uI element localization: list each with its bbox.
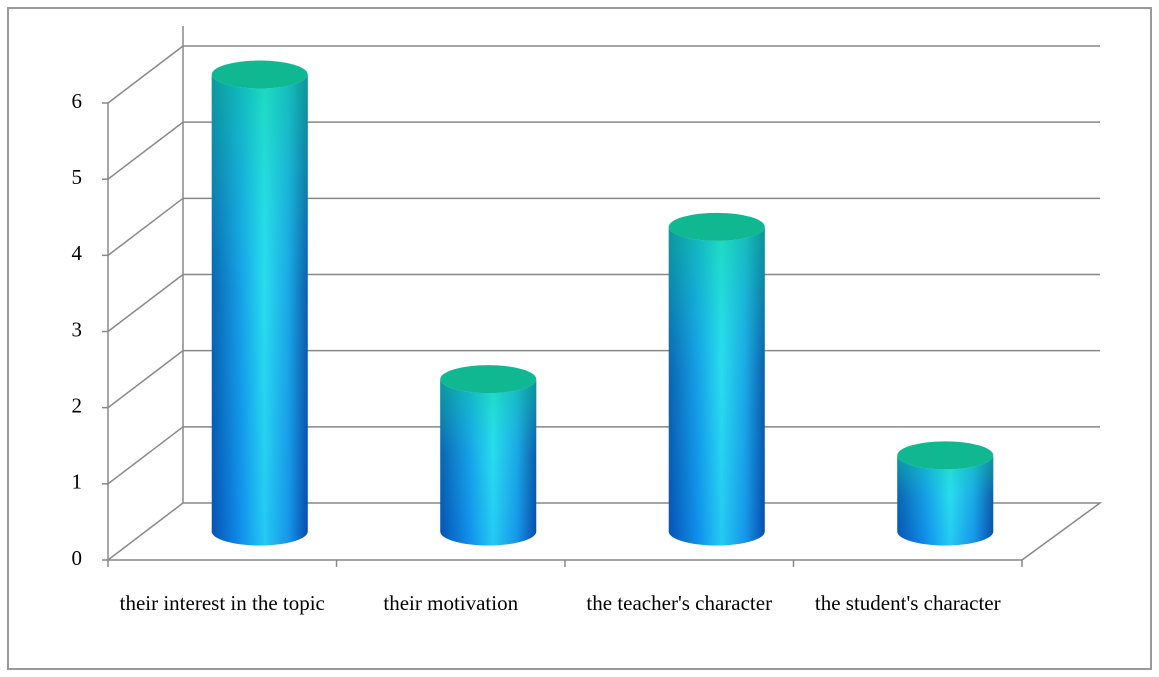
cylinder — [440, 365, 537, 546]
cylinder-tint — [897, 455, 994, 546]
cylinder-top — [897, 441, 994, 470]
cylinder-top — [211, 60, 308, 89]
cylinder-tint — [440, 379, 537, 546]
x-tick-label: the teacher's character — [586, 591, 773, 615]
cylinder-top — [440, 365, 537, 394]
frame — [7, 7, 1152, 670]
y-tick-label: 3 — [72, 317, 83, 341]
cylinder — [211, 60, 308, 546]
y-tick-label: 1 — [72, 470, 83, 494]
y-tick-label: 0 — [72, 546, 83, 570]
cylinder-top — [668, 212, 765, 241]
x-tick-label: their interest in the topic — [119, 591, 325, 615]
cylinder-tint — [668, 226, 765, 546]
y-tick-label: 2 — [72, 393, 83, 417]
x-tick-label: their motivation — [383, 591, 519, 615]
y-tick-label: 6 — [72, 89, 83, 113]
x-tick-label: the student's character — [814, 591, 1001, 615]
y-tick-label: 5 — [72, 165, 83, 189]
grid-line — [107, 502, 1103, 561]
cylinder — [668, 212, 765, 546]
cylinder — [897, 441, 994, 546]
y-tick-label: 4 — [72, 241, 83, 265]
cylinder-tint — [211, 74, 308, 546]
